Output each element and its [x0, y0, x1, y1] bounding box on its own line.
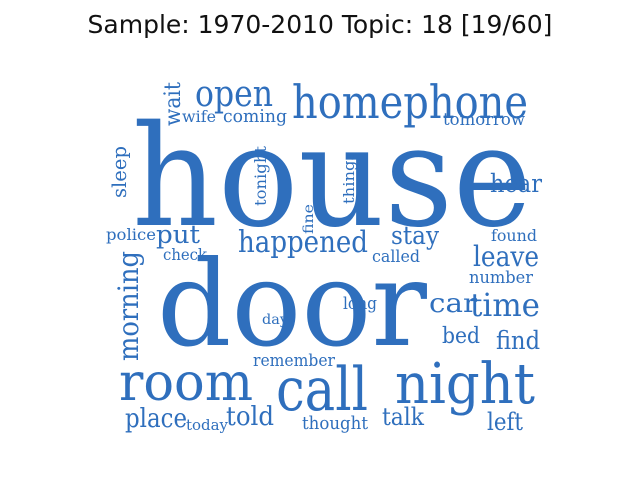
word-happened: happened [238, 225, 368, 260]
word-day: day [262, 312, 288, 328]
word-room: room [119, 353, 253, 413]
word-coming: coming [223, 106, 287, 127]
word-stay: stay [391, 221, 440, 250]
word-find: find [496, 326, 540, 355]
chart-title: Sample: 1970-2010 Topic: 18 [19/60] [87, 10, 553, 39]
word-time: time [470, 286, 540, 324]
word-fine: fine [301, 204, 317, 234]
word-call: call [276, 355, 368, 425]
word-open: open [195, 74, 273, 115]
word-today: today [186, 416, 229, 434]
word-sleep: sleep [107, 146, 131, 198]
word-car: car [429, 289, 478, 319]
word-bed: bed [442, 324, 480, 349]
word-tonight: tonight [251, 145, 270, 206]
word-remember: remember [253, 351, 336, 371]
word-wife: wife [182, 107, 216, 126]
word-things: things [340, 152, 358, 204]
word-door: door [157, 235, 428, 373]
word-put: put [156, 220, 200, 249]
word-morning: morning [112, 251, 145, 361]
word-long: long [343, 294, 377, 314]
word-check: check [163, 245, 207, 264]
word-house: house [132, 96, 532, 259]
word-place: place [125, 404, 187, 434]
word-talk: talk [382, 403, 424, 431]
word-left: left [487, 408, 523, 436]
word-thought: thought [302, 413, 369, 434]
word-police: police [106, 225, 156, 244]
word-hear: hear [490, 169, 542, 198]
word-found: found [491, 226, 537, 245]
word-told: told [226, 402, 274, 432]
word-homephone: homephone [292, 75, 528, 129]
word-wait: wait [161, 82, 186, 126]
word-leave: leave [473, 240, 539, 273]
word-called: called [372, 247, 420, 267]
word-night: night [395, 352, 535, 417]
word-tomorrow: tomorrow [443, 110, 525, 130]
word-number: number [469, 268, 534, 288]
